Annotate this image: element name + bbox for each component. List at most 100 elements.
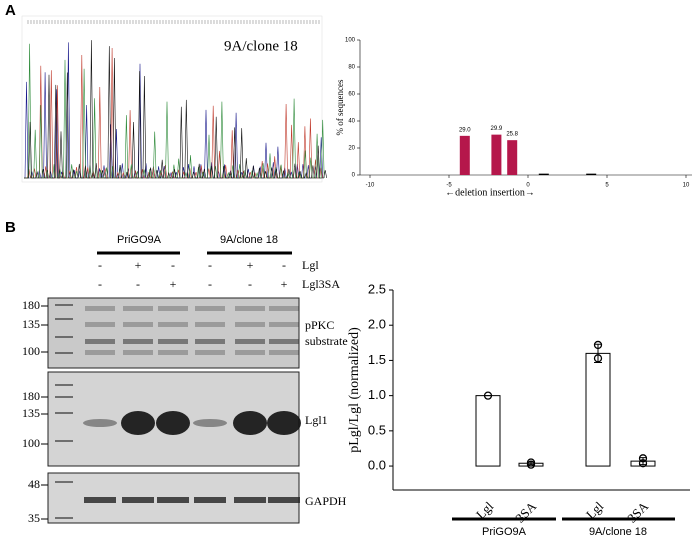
marker-label: 48: [28, 477, 40, 491]
blot-band: [195, 350, 225, 355]
blot-label: substrate: [305, 334, 348, 348]
y-tick-label: 1.0: [368, 387, 386, 402]
y-axis-label: pLgl/Lgl (normalized): [347, 327, 362, 453]
bar: [459, 135, 470, 175]
lane-sign: -: [136, 277, 140, 291]
lane-sign: -: [282, 258, 286, 272]
blot-band: [235, 306, 265, 311]
chromatogram-label: 9A/clone 18: [224, 38, 298, 54]
blot-band: [158, 350, 188, 355]
blot-band: [235, 339, 265, 344]
blot-label: pPKC: [305, 318, 334, 332]
x-axis-label: ←deletion insertion→: [445, 187, 535, 198]
marker-label: 35: [28, 511, 40, 525]
y-tick-label: 40: [348, 119, 355, 125]
panel-label: B: [5, 219, 16, 236]
ladder-band: [55, 336, 73, 338]
blot-band: [121, 411, 155, 435]
ladder-band: [55, 304, 73, 306]
bar: [586, 173, 597, 175]
bar: [491, 134, 502, 175]
x-tick-label: 0: [526, 183, 530, 189]
blot-band: [123, 350, 153, 355]
value-label: 29.0: [459, 127, 471, 133]
ladder-band: [55, 318, 73, 320]
blot-band: [158, 322, 188, 327]
value-label: 29.9: [491, 126, 503, 132]
data-point: [526, 458, 536, 467]
blot-band: [269, 322, 299, 327]
y-tick-label: 80: [348, 65, 355, 71]
blot-band: [85, 322, 115, 327]
y-tick-label: 0: [352, 173, 356, 179]
blot-label: Lgl1: [305, 413, 328, 427]
y-axis-label: % of sequences: [335, 79, 345, 135]
bar: [585, 352, 611, 467]
blot-band: [194, 497, 226, 503]
ladder-band: [55, 412, 73, 414]
chromatogram-frame: [21, 15, 323, 183]
blot-band: [85, 339, 115, 344]
group-label: 9A/clone 18: [589, 526, 647, 538]
data-point: [483, 391, 493, 400]
bar: [538, 173, 549, 175]
lane-sign: -: [98, 277, 102, 291]
blot-band: [156, 411, 190, 435]
ladder-band: [55, 352, 73, 354]
ladder-band: [55, 396, 73, 398]
lane-sign: +: [135, 258, 142, 272]
lane-sign: +: [281, 277, 288, 291]
ladder-band: [55, 517, 73, 519]
lane-sign: +: [170, 277, 177, 291]
group-label: PriGO9A: [117, 234, 162, 246]
panel-label: A: [5, 2, 16, 19]
group-label: 9A/clone 18: [220, 234, 278, 246]
x-tick-label: -10: [366, 183, 375, 189]
error-bar: [594, 343, 602, 364]
blot-band: [193, 419, 227, 427]
chromatogram-trace: [24, 40, 327, 179]
lane-sign: -: [248, 277, 252, 291]
data-point: [593, 354, 603, 363]
blot-band: [122, 497, 154, 503]
blot-band: [195, 339, 225, 344]
bar: [507, 140, 518, 175]
x-tick-label: 5: [605, 183, 609, 189]
ladder-band: [55, 384, 73, 386]
lane-sign: -: [98, 258, 102, 272]
x-tick-label: -5: [446, 183, 452, 189]
x-tick-label: 3SA: [512, 498, 539, 525]
y-tick-label: 0.5: [368, 422, 386, 437]
value-label: 25.8: [506, 132, 518, 138]
blot-band: [235, 322, 265, 327]
marker-label: 100: [22, 344, 40, 358]
y-tick-label: 0.0: [368, 457, 386, 472]
ladder-band: [55, 440, 73, 442]
data-point: [593, 340, 603, 350]
blot-images: [47, 297, 300, 524]
blot-band: [123, 322, 153, 327]
marker-label: 135: [22, 406, 40, 420]
ladder-band: [55, 481, 73, 483]
y-tick-label: 2.5: [368, 281, 386, 296]
blot-band: [85, 350, 115, 355]
blot-band: [235, 350, 265, 355]
marker-label: 100: [22, 436, 40, 450]
blot-panel: [47, 297, 300, 369]
blot-label: GAPDH: [305, 494, 347, 508]
blot-band: [195, 306, 225, 311]
blot-band: [157, 497, 189, 503]
x-tick-label: 3SA: [624, 498, 651, 525]
marker-label: 180: [22, 298, 40, 312]
data-point: [638, 454, 648, 463]
y-tick-label: 60: [348, 92, 355, 98]
blot-band: [269, 339, 299, 344]
lane-sign: -: [208, 258, 212, 272]
blot-band: [158, 306, 188, 311]
y-tick-label: 2.0: [368, 317, 386, 332]
blot-band: [85, 306, 115, 311]
blot-band: [123, 306, 153, 311]
blot-band: [269, 350, 299, 355]
row-label: Lgl: [302, 258, 319, 272]
